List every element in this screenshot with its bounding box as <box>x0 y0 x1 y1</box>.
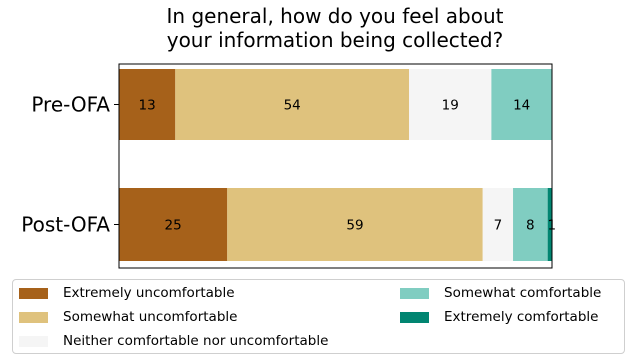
legend-item: Somewhat uncomfortable <box>19 309 237 325</box>
bar-post-ofa-4 <box>513 188 548 261</box>
legend-label: Extremely comfortable <box>444 309 599 325</box>
data-label: 14 <box>513 98 530 114</box>
bar-pre-ofa-1 <box>119 69 176 140</box>
bar-post-ofa-3 <box>482 188 514 261</box>
data-label: 19 <box>442 98 459 114</box>
plot-frame <box>118 63 553 269</box>
data-label: 7 <box>494 218 503 234</box>
legend-label: Somewhat uncomfortable <box>63 309 238 325</box>
legend-swatch <box>19 287 48 299</box>
legend-swatch <box>400 311 429 323</box>
legend-swatch <box>19 311 48 323</box>
legend-label: Somewhat comfortable <box>444 285 602 301</box>
chart-title-line-1: In general, how do you feel about <box>166 4 504 28</box>
bar-pre-ofa-2 <box>175 69 410 140</box>
bar-post-ofa-2 <box>227 188 483 261</box>
data-label: 13 <box>139 98 156 114</box>
legend-label: Neither comfortable nor uncomfortable <box>63 333 329 349</box>
legend-swatch <box>400 287 429 299</box>
data-label: 59 <box>346 218 363 234</box>
y-tick-label: Post-OFA <box>21 213 110 237</box>
legend-item: Extremely uncomfortable <box>19 285 235 301</box>
data-label: 25 <box>165 218 182 234</box>
bar-pre-ofa-3 <box>409 69 492 140</box>
bar-post-ofa-1 <box>119 188 228 261</box>
legend: Extremely uncomfortable Somewhat uncomfor… <box>12 279 625 354</box>
bar-post-ofa-5 <box>547 188 552 261</box>
legend-label: Extremely uncomfortable <box>63 285 235 301</box>
chart-title-line-2: your information being collected? <box>166 28 504 52</box>
legend-item: Extremely comfortable <box>400 309 598 325</box>
data-label: 54 <box>284 98 301 114</box>
chart-title: In general, how do you feel about your i… <box>0 4 627 52</box>
bar-pre-ofa-4 <box>491 69 552 140</box>
data-label: 8 <box>526 218 535 234</box>
y-tick-label: Pre-OFA <box>31 93 110 117</box>
legend-swatch <box>19 335 48 347</box>
legend-item: Neither comfortable nor uncomfortable <box>19 333 328 349</box>
legend-item: Somewhat comfortable <box>400 285 601 301</box>
